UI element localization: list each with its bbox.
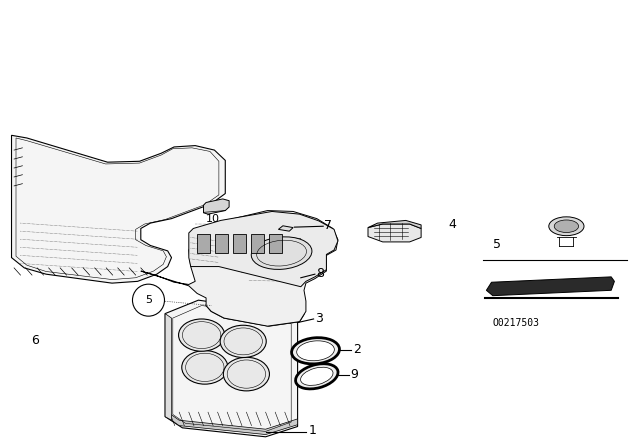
Ellipse shape (548, 217, 584, 236)
Ellipse shape (223, 357, 269, 391)
Polygon shape (165, 300, 298, 437)
Text: 4: 4 (448, 217, 456, 231)
Ellipse shape (292, 338, 339, 364)
Text: 5: 5 (145, 295, 152, 305)
Text: 6: 6 (31, 334, 38, 347)
Ellipse shape (182, 350, 228, 384)
Bar (215, 234, 228, 253)
Polygon shape (165, 314, 172, 420)
Polygon shape (278, 226, 293, 231)
Text: O0217503: O0217503 (493, 318, 540, 327)
Text: 9: 9 (351, 367, 358, 381)
Text: 5: 5 (493, 237, 501, 251)
Polygon shape (486, 277, 614, 296)
Bar (197, 234, 210, 253)
Ellipse shape (554, 220, 579, 233)
Ellipse shape (220, 325, 266, 358)
Bar (269, 234, 282, 253)
Polygon shape (206, 291, 304, 326)
Text: 1: 1 (308, 424, 316, 438)
Ellipse shape (301, 367, 333, 385)
Text: 8: 8 (316, 267, 324, 280)
Ellipse shape (252, 237, 312, 269)
Polygon shape (12, 135, 225, 283)
Polygon shape (141, 211, 338, 326)
Ellipse shape (297, 341, 334, 361)
Polygon shape (166, 411, 298, 435)
Bar (251, 234, 264, 253)
Text: 3: 3 (316, 311, 323, 325)
Polygon shape (189, 211, 338, 287)
Ellipse shape (179, 319, 225, 351)
Text: 2: 2 (353, 343, 360, 356)
Circle shape (132, 284, 164, 316)
Text: 7: 7 (324, 219, 333, 232)
Text: 10: 10 (206, 214, 220, 224)
Bar (233, 234, 246, 253)
Polygon shape (368, 220, 421, 228)
Polygon shape (204, 199, 229, 214)
Ellipse shape (296, 364, 338, 389)
Polygon shape (368, 224, 421, 242)
